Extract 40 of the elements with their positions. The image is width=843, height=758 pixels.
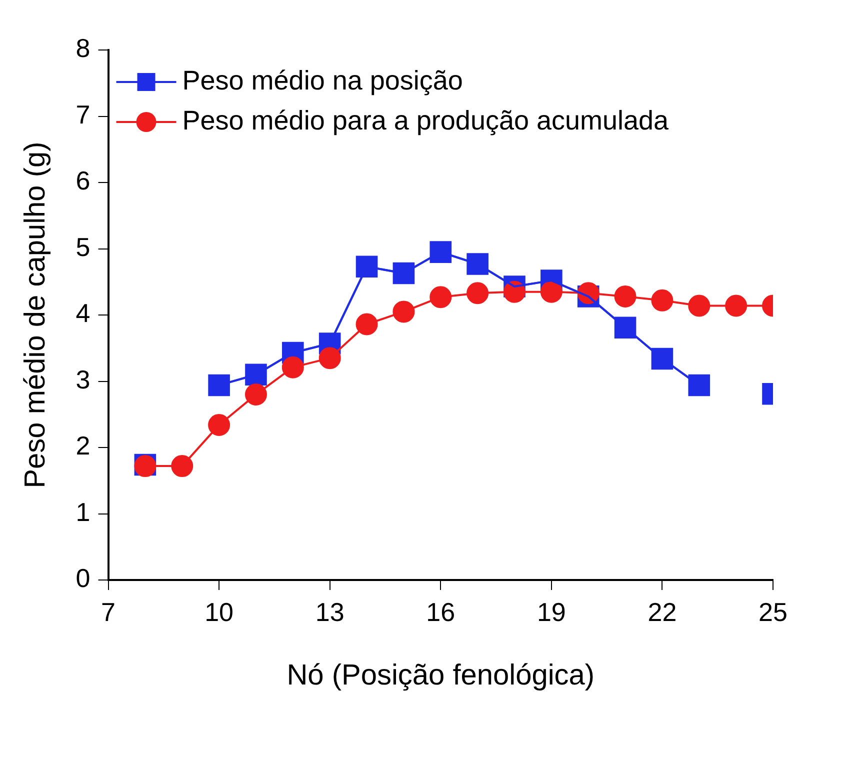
point <box>282 356 304 378</box>
point <box>725 294 748 317</box>
point <box>466 253 488 275</box>
y-tick-label: 8 <box>76 33 90 64</box>
point <box>208 414 230 436</box>
point <box>540 280 562 303</box>
legend-label: Peso médio na posição <box>182 65 463 96</box>
y-tick-label: 0 <box>76 563 90 594</box>
point <box>356 256 378 278</box>
legend-label: Peso médio para a produção acumulada <box>182 105 670 136</box>
point <box>392 300 415 323</box>
point <box>651 289 674 312</box>
y-tick-label: 5 <box>76 232 90 262</box>
x-tick-label: 13 <box>315 596 344 627</box>
point <box>171 455 194 478</box>
x-tick-label: 25 <box>758 596 788 627</box>
y-tick-label: 1 <box>76 496 90 527</box>
x-tick-label: 10 <box>204 596 234 627</box>
point <box>430 241 452 263</box>
y-tick-label: 3 <box>76 364 90 394</box>
point <box>244 384 267 406</box>
y-tick-label: 7 <box>76 99 90 130</box>
point <box>430 286 452 308</box>
point <box>503 280 526 303</box>
point <box>356 313 378 336</box>
point <box>688 374 710 396</box>
y-tick-label: 4 <box>76 298 90 328</box>
point <box>208 374 230 396</box>
x-tick-label: 16 <box>426 596 456 627</box>
point <box>466 282 489 304</box>
point <box>614 285 636 308</box>
y-tick-label: 6 <box>76 166 90 196</box>
point <box>688 294 710 317</box>
x-tick-label: 7 <box>101 596 116 627</box>
x-axis-title: Nó (Posição fenológica) <box>286 660 595 692</box>
point <box>318 347 341 370</box>
y-axis-title: Peso médio de capulho (g) <box>19 142 52 488</box>
y-tick-label: 2 <box>76 430 90 461</box>
x-tick-label: 22 <box>648 596 677 627</box>
x-tick-label: 19 <box>536 596 566 627</box>
